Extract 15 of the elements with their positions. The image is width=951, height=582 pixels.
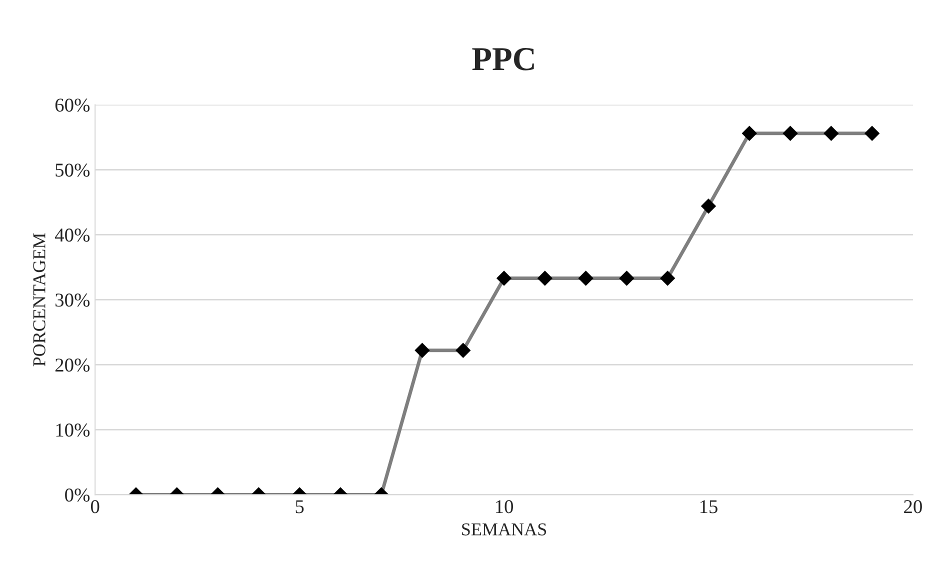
chart-title: PPC <box>472 48 534 70</box>
y-tick-label: 10% <box>56 424 90 437</box>
x-tick-label: 15 <box>700 500 718 514</box>
y-tick-label: 20% <box>55 358 90 372</box>
x-tick-label: 0 <box>90 500 100 514</box>
y-tick-label: 40% <box>54 228 90 242</box>
x-tick-label: 10 <box>496 500 514 514</box>
x-axis-title: SEMANAS <box>462 523 546 536</box>
x-tick-label: 20 <box>904 500 922 514</box>
y-tick-label: 30% <box>56 294 90 307</box>
y-tick-label: 50% <box>56 164 90 177</box>
y-axis-title: PORCENTAGEM <box>33 233 46 366</box>
y-tick-label: 60% <box>55 98 90 112</box>
y-tick-label: 0% <box>65 488 90 502</box>
x-tick-label: 5 <box>296 500 304 514</box>
